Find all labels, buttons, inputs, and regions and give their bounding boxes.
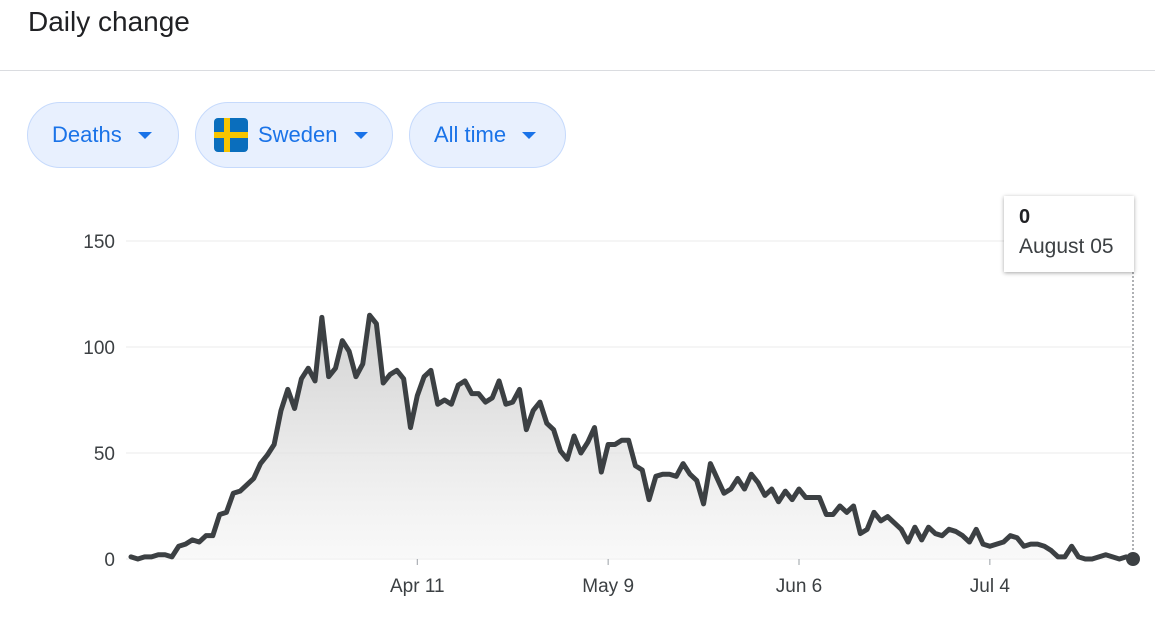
header-divider bbox=[0, 70, 1155, 71]
metric-dropdown[interactable]: Deaths bbox=[27, 102, 179, 168]
sweden-flag-icon bbox=[214, 118, 248, 152]
x-tick-label: Jul 4 bbox=[970, 576, 1011, 597]
chart-series-line bbox=[128, 312, 1136, 562]
chevron-down-icon bbox=[522, 131, 537, 139]
hover-point bbox=[1126, 552, 1140, 566]
y-tick-label: 0 bbox=[104, 550, 115, 571]
chart-tooltip: 0 August 05 bbox=[1004, 196, 1134, 272]
time-range-dropdown[interactable]: All time bbox=[409, 102, 566, 168]
page-title: Daily change bbox=[28, 6, 190, 37]
country-dropdown-label: Sweden bbox=[258, 122, 338, 147]
y-axis-ticks: 0 50 100 150 bbox=[83, 232, 115, 571]
tooltip-date: August 05 bbox=[1019, 235, 1114, 258]
country-dropdown[interactable]: Sweden bbox=[195, 102, 393, 168]
time-range-dropdown-label: All time bbox=[434, 122, 507, 147]
x-tick-label: May 9 bbox=[582, 576, 634, 597]
tooltip-value: 0 bbox=[1019, 206, 1031, 228]
chevron-down-icon bbox=[137, 131, 152, 139]
metric-dropdown-label: Deaths bbox=[52, 122, 122, 147]
chart-area-fill bbox=[131, 315, 1133, 559]
x-tick-label: Jun 6 bbox=[776, 576, 822, 597]
chevron-down-icon bbox=[353, 131, 368, 139]
y-tick-label: 100 bbox=[83, 338, 115, 359]
y-tick-label: 50 bbox=[94, 444, 115, 465]
x-tick-label: Apr 11 bbox=[390, 576, 445, 597]
y-tick-label: 150 bbox=[83, 232, 115, 253]
